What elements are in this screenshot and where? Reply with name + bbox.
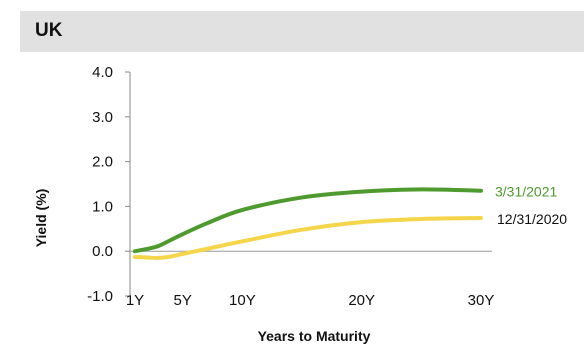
series-label-2020-12-31: 12/31/2020 bbox=[497, 211, 567, 227]
series-lines bbox=[133, 187, 483, 260]
series-end-labels: 3/31/2021 12/31/2020 bbox=[495, 184, 567, 227]
y-tick-label: 2.0 bbox=[92, 154, 113, 171]
series-label-2021-03-31: 3/31/2021 bbox=[495, 184, 557, 200]
chart-header-title: UK bbox=[35, 20, 63, 41]
series-line-2021-03-31 bbox=[133, 187, 483, 254]
chart-header: UK bbox=[20, 11, 584, 52]
y-axis-label: Yield (%) bbox=[33, 189, 49, 248]
x-axis-label: Years to Maturity bbox=[258, 328, 371, 344]
x-tick-label: 10Y bbox=[229, 292, 256, 309]
y-tick-label: -1.0 bbox=[87, 288, 113, 305]
series-line-2020-12-31 bbox=[133, 216, 483, 260]
y-tick-label: 1.0 bbox=[92, 198, 113, 215]
y-tick-label: 4.0 bbox=[92, 64, 113, 81]
y-axis-ticks: -1.0 0.0 1.0 2.0 3.0 4.0 bbox=[87, 64, 130, 305]
x-tick-label: 20Y bbox=[348, 292, 375, 309]
x-tick-label: 1Y bbox=[126, 292, 144, 309]
y-tick-label: 3.0 bbox=[92, 109, 113, 126]
x-tick-label: 5Y bbox=[174, 292, 192, 309]
x-tick-label: 30Y bbox=[468, 292, 495, 309]
y-tick-label: 0.0 bbox=[92, 243, 113, 260]
x-axis-ticks: 1Y 5Y 10Y 20Y 30Y bbox=[126, 292, 495, 309]
